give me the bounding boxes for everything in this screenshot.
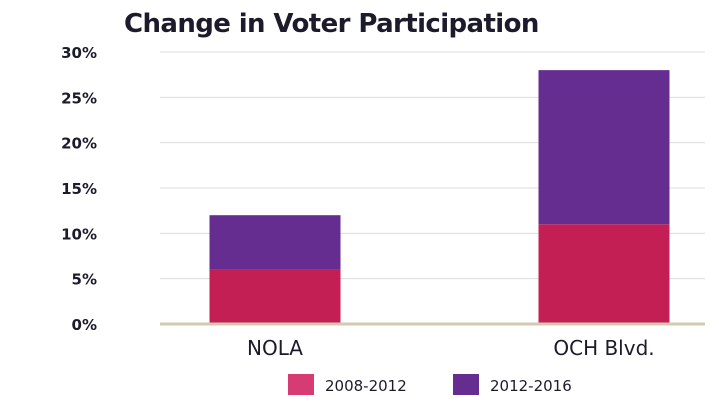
y-tick-label: 0% — [72, 316, 97, 334]
legend-swatch — [288, 374, 314, 395]
chart-title: Change in Voter Participation — [124, 9, 539, 39]
y-tick-label: 10% — [61, 225, 97, 243]
legend-label: 2008-2012 — [325, 377, 407, 395]
y-tick-label: 15% — [61, 180, 97, 198]
y-tick-label: 20% — [61, 135, 97, 153]
bar-segment — [209, 269, 341, 324]
y-tick-label: 25% — [61, 89, 97, 107]
y-tick-label: 5% — [72, 271, 97, 289]
y-tick-label: 30% — [61, 44, 97, 62]
x-tick-label: OCH Blvd. — [553, 336, 654, 360]
bar-segment — [538, 70, 670, 225]
legend-swatch — [453, 374, 479, 395]
bar-segment — [538, 224, 670, 324]
legend-label: 2012-2016 — [490, 377, 572, 395]
bar-segment — [209, 215, 341, 270]
x-tick-label: NOLA — [247, 336, 303, 360]
